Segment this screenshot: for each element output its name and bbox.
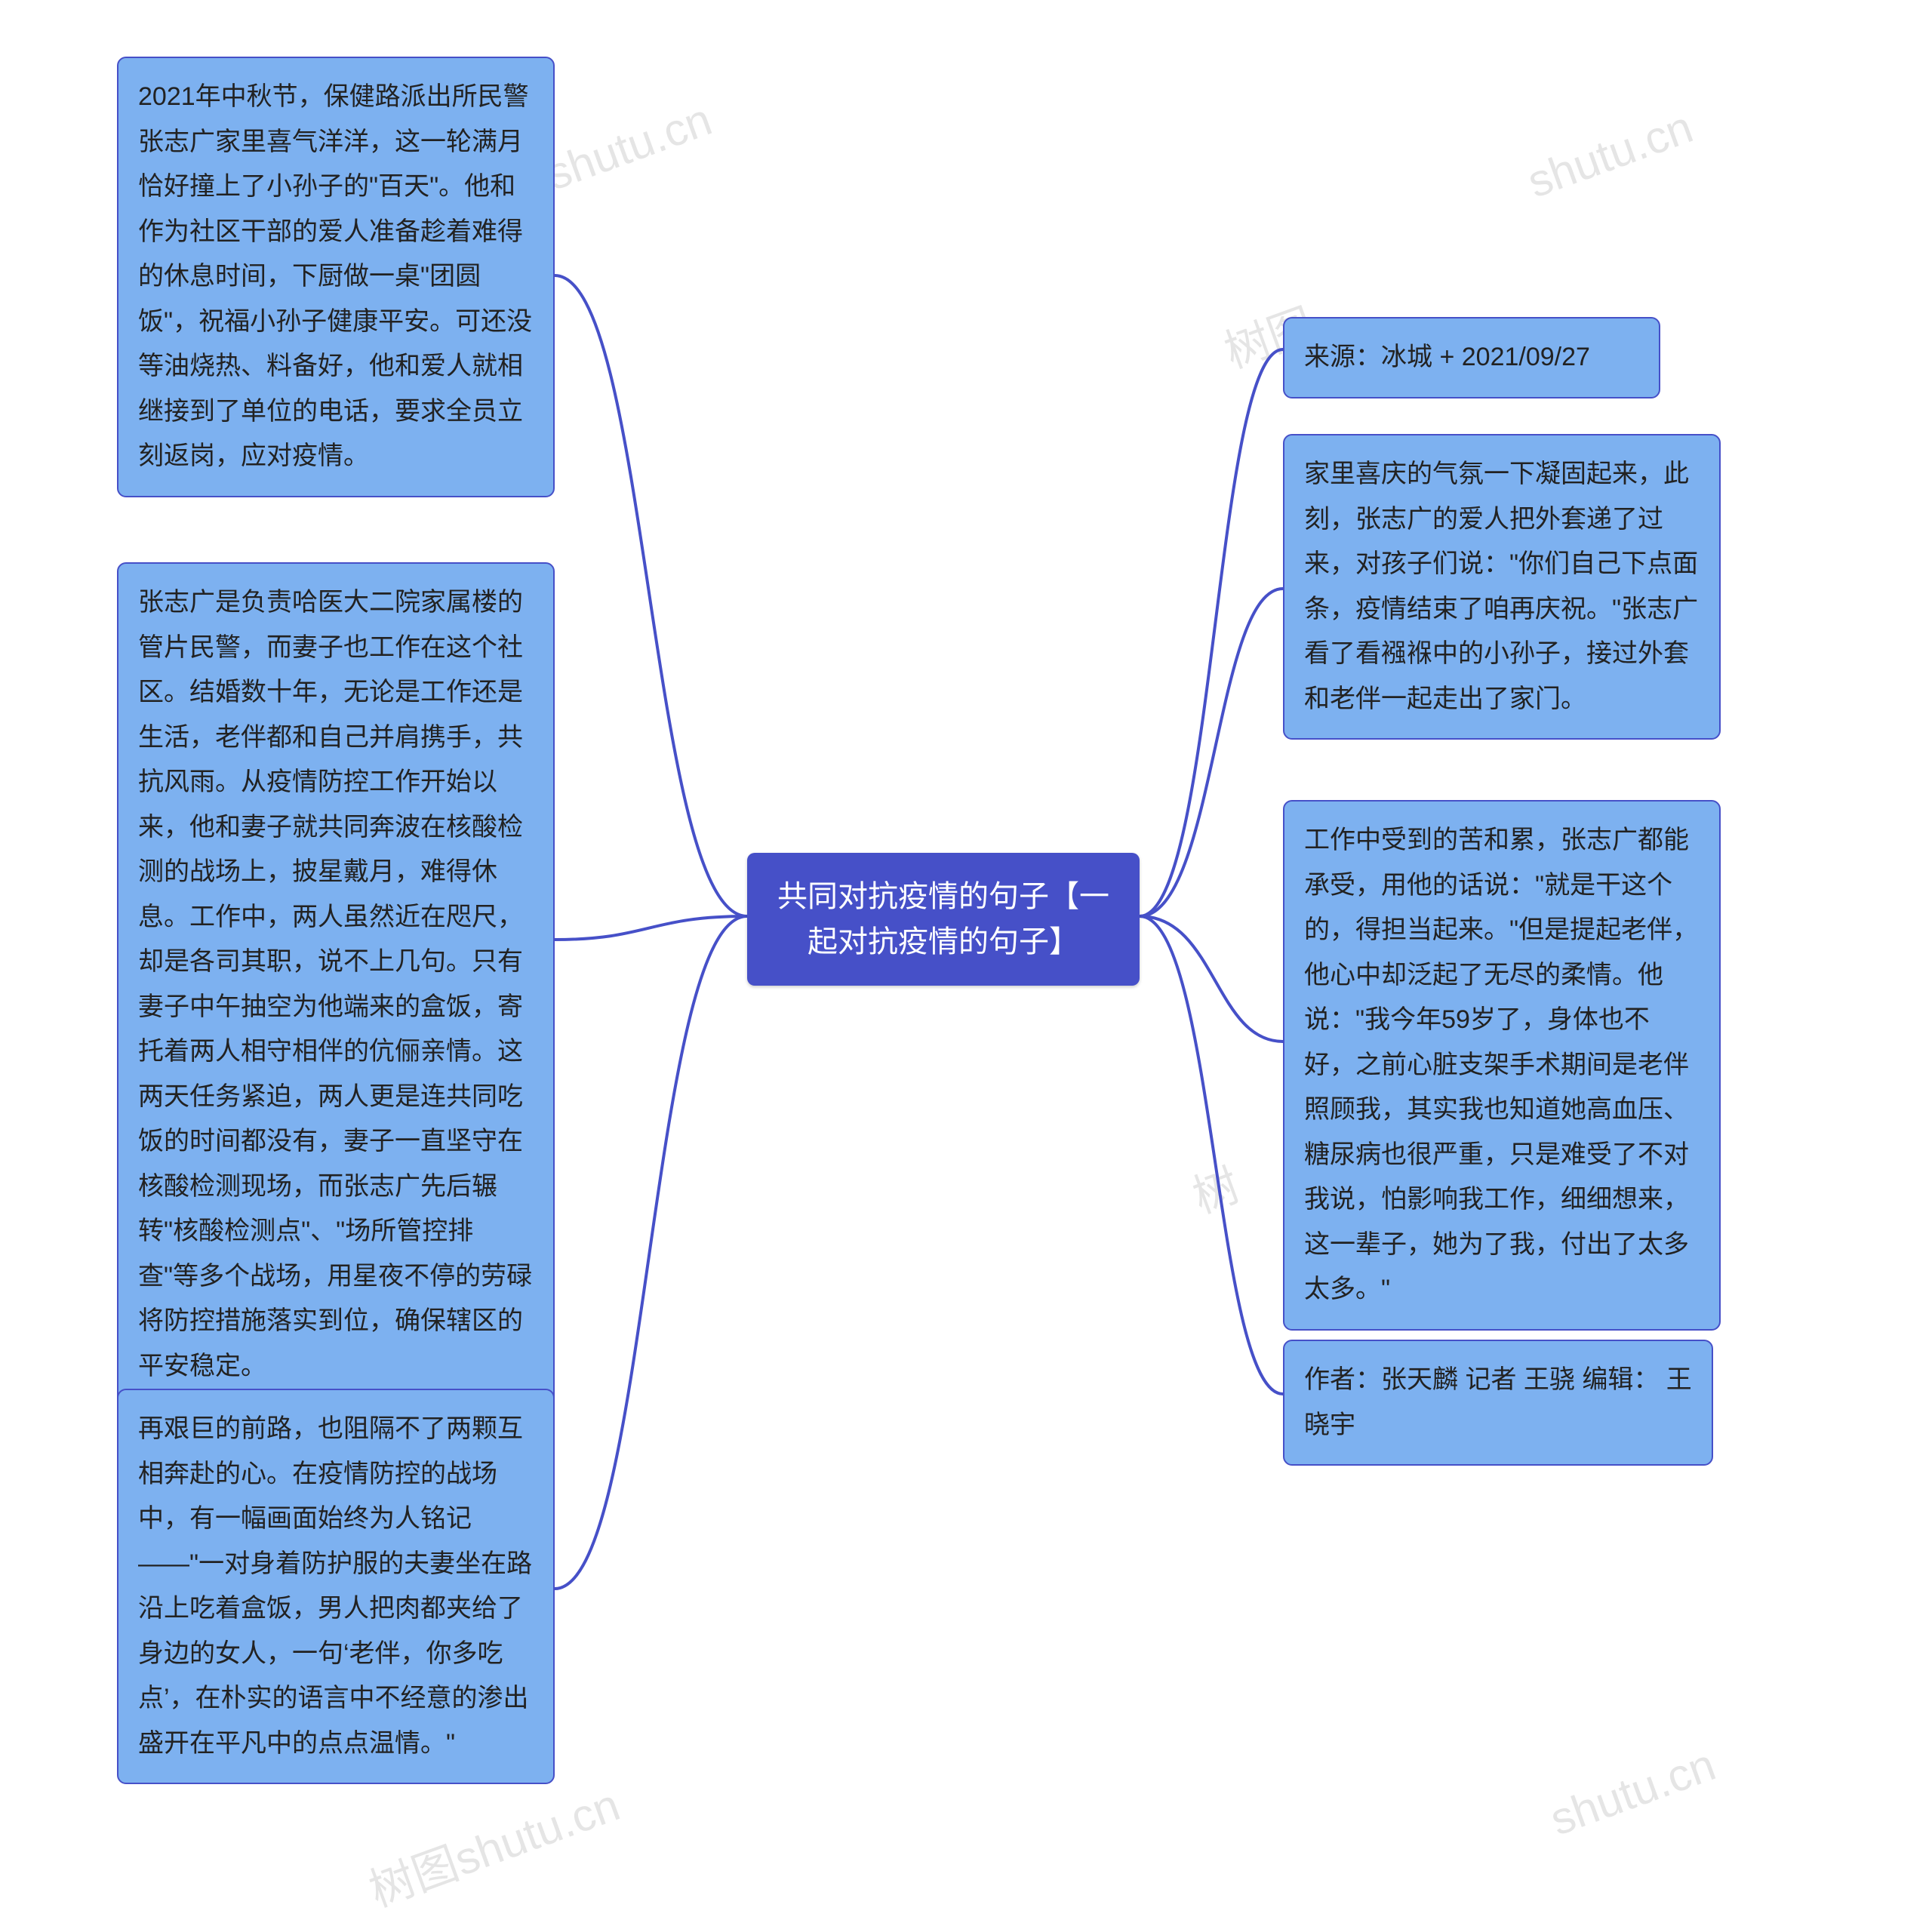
leaf-node-r4[interactable]: 作者：张天麟 记者 王骁 编辑： 王晓宇: [1283, 1340, 1713, 1466]
connector: [555, 916, 747, 940]
leaf-node-r3[interactable]: 工作中受到的苦和累，张志广都能承受，用他的话说："就是干这个的，得担当起来。"但…: [1283, 800, 1721, 1331]
center-topic[interactable]: 共同对抗疫情的句子【一起对抗疫情的句子】: [747, 853, 1140, 986]
connector: [1140, 589, 1283, 916]
leaf-node-l2[interactable]: 张志广是负责哈医大二院家属楼的管片民警，而妻子也工作在这个社区。结婚数十年，无论…: [117, 562, 555, 1407]
leaf-node-r1[interactable]: 来源：冰城 + 2021/09/27: [1283, 317, 1660, 398]
mindmap-canvas: shutu.cn shutu.cn 树图 树图shutu.cn 树 树图shut…: [0, 0, 1932, 1892]
leaf-node-l3[interactable]: 再艰巨的前路，也阻隔不了两颗互相奔赴的心。在疫情防控的战场中，有一幅画面始终为人…: [117, 1389, 555, 1784]
connector: [1140, 916, 1283, 1394]
watermark: 树: [1183, 1149, 1247, 1226]
watermark: shutu.cn: [1543, 1738, 1722, 1845]
watermark: shutu.cn: [1521, 100, 1700, 208]
connector: [1140, 349, 1283, 916]
connector: [555, 916, 747, 1589]
watermark: 树图shutu.cn: [359, 1768, 628, 1919]
leaf-node-r2[interactable]: 家里喜庆的气氛一下凝固起来，此刻，张志广的爱人把外套递了过来，对孩子们说："你们…: [1283, 434, 1721, 740]
connector: [1140, 916, 1283, 1042]
leaf-node-l1[interactable]: 2021年中秋节，保健路派出所民警张志广家里喜气洋洋，这一轮满月恰好撞上了小孙子…: [117, 57, 555, 497]
watermark: shutu.cn: [540, 93, 718, 200]
connector: [555, 275, 747, 916]
